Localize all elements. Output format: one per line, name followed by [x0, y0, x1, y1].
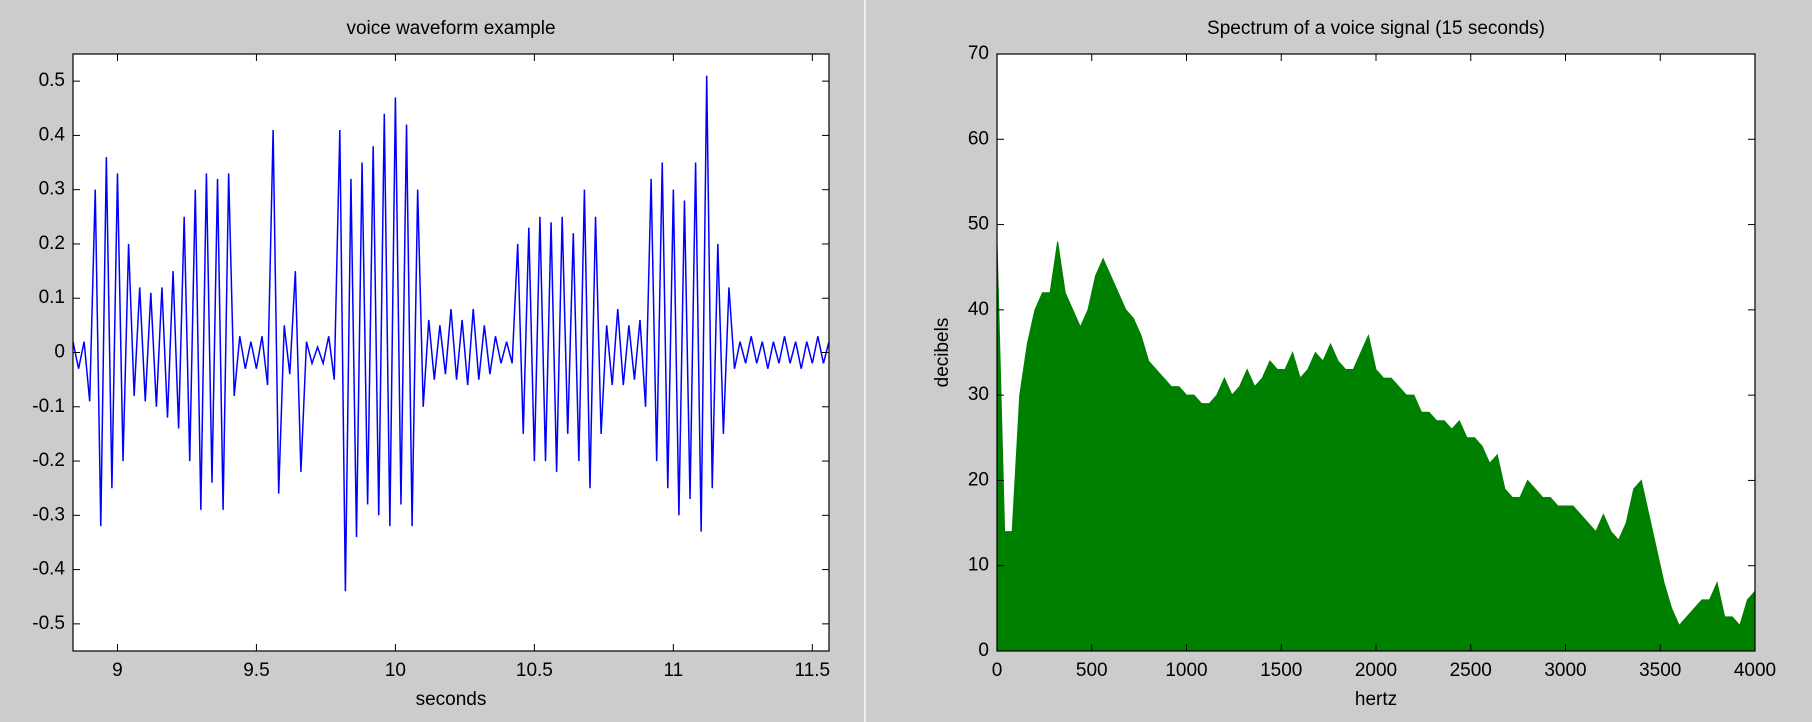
data — [73, 75, 829, 592]
x-tick-label: 10.5 — [516, 660, 553, 681]
y-tick-label: 0.5 — [39, 70, 65, 91]
chart-title: voice waveform example — [346, 18, 555, 39]
x-tick-label: 0 — [992, 660, 1003, 681]
y-axis-label: decibels — [932, 318, 953, 388]
y-tick-label: 0.1 — [39, 287, 65, 308]
x-tick-label: 3000 — [1544, 660, 1586, 681]
chart: 0 500 1000 1500 2000 2500 3000 3500 4000 0 10 20 30 4… — [932, 18, 1776, 710]
x-tick-label: 500 — [1076, 660, 1108, 681]
x-tick-label: 11 — [663, 660, 683, 681]
y-tick-label: 70 — [968, 43, 989, 64]
x-tick-label: 2500 — [1450, 660, 1492, 681]
chart: 9 9.5 10 10.5 11 11.5 -0.5 -0.4 -0.3 -0.2 -0.1 0 0.1… — [32, 18, 830, 710]
y-tick-label: 0 — [978, 640, 989, 661]
y-tick-label: 0.3 — [39, 179, 65, 200]
y-tick-label: -0.5 — [32, 613, 65, 634]
x-tick-label: 9.5 — [243, 660, 269, 681]
y-tick-label: 40 — [968, 299, 989, 320]
y-tick-label: 30 — [968, 384, 989, 405]
y-tick-label: 0 — [54, 342, 65, 363]
x-tick-label: 9 — [112, 660, 123, 681]
y-tick-label: -0.3 — [32, 504, 65, 525]
y-tick-label: 20 — [968, 469, 989, 490]
x-tick-label: 4000 — [1734, 660, 1776, 681]
y-tick-label: 60 — [968, 128, 989, 149]
x-tick-label: 3500 — [1639, 660, 1681, 681]
y-tick-label: -0.1 — [32, 396, 65, 417]
x-axis-label: seconds — [416, 689, 487, 710]
y-tick-label: 50 — [968, 214, 989, 235]
waveform-line — [73, 75, 829, 592]
y-tick-label: -0.4 — [32, 559, 65, 580]
x-tick-label: 1500 — [1260, 660, 1302, 681]
x-tick-label: 10 — [385, 660, 406, 681]
y-tick-label: 10 — [968, 555, 989, 576]
x-tick-label: 2000 — [1355, 660, 1397, 681]
y-tick-label: -0.2 — [32, 450, 65, 471]
x-tick-label: 11.5 — [795, 660, 831, 681]
chart-title: Spectrum of a voice signal (15 seconds) — [1207, 18, 1545, 39]
y-tick-label: 0.2 — [39, 233, 65, 254]
x-axis-label: hertz — [1355, 689, 1397, 710]
y-tick-label: 0.4 — [39, 124, 66, 145]
x-tick-label: 1000 — [1165, 660, 1207, 681]
spectrum-area — [997, 241, 1755, 651]
data — [997, 241, 1755, 651]
